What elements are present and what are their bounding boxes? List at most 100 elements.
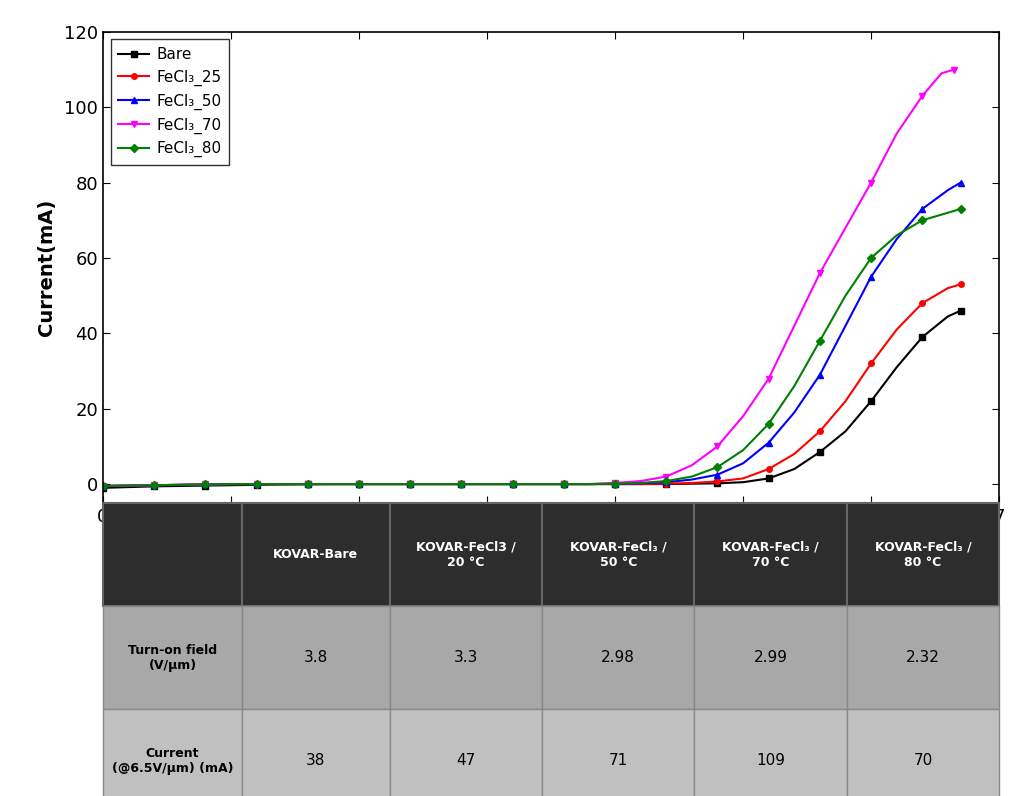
FeCl₃_25 (583, 479, 595, 489)
FeCl₃_70 (736, 412, 749, 421)
Bare (941, 311, 954, 321)
FeCl₃_80 (557, 479, 570, 489)
FeCl₃_80 (225, 479, 237, 489)
FeCl₃_80 (634, 478, 647, 488)
Bare (712, 478, 724, 488)
FeCl₃_80 (97, 482, 109, 491)
FeCl₃_80 (404, 479, 416, 489)
Bare (481, 479, 493, 489)
FeCl₃_25 (174, 480, 186, 490)
Bare (609, 479, 621, 489)
FeCl₃_50 (199, 480, 211, 490)
FeCl₃_50 (276, 479, 288, 489)
FeCl₃_80 (583, 479, 595, 489)
FeCl₃_50 (839, 321, 852, 330)
FeCl₃_70 (353, 479, 366, 489)
FeCl₃_70 (935, 68, 948, 78)
Bare (174, 482, 186, 491)
FeCl₃_50 (865, 272, 878, 282)
Bare (123, 482, 135, 492)
FeCl₃_80 (955, 205, 967, 214)
Bare (634, 479, 647, 489)
FeCl₃_25 (955, 279, 967, 289)
FeCl₃_80 (481, 479, 493, 489)
FeCl₃_25 (660, 479, 673, 489)
FeCl₃_70 (583, 479, 595, 489)
Bare (762, 474, 775, 483)
Bare (839, 427, 852, 436)
FeCl₃_25 (430, 479, 442, 489)
Bare (404, 479, 416, 489)
FeCl₃_80 (353, 479, 366, 489)
FeCl₃_80 (199, 480, 211, 490)
FeCl₃_80 (455, 479, 468, 489)
FeCl₃_50 (507, 479, 519, 489)
FeCl₃_80 (250, 479, 263, 489)
FeCl₃_50 (148, 481, 161, 490)
Bare (916, 332, 928, 341)
FeCl₃_50 (250, 479, 263, 489)
Legend: Bare, FeCl₃_25, FeCl₃_50, FeCl₃_70, FeCl₃_80: Bare, FeCl₃_25, FeCl₃_50, FeCl₃_70, FeCl… (110, 40, 230, 165)
FeCl₃_80 (865, 253, 878, 263)
FeCl₃_50 (609, 479, 621, 489)
FeCl₃_50 (174, 480, 186, 490)
FeCl₃_70 (276, 479, 288, 489)
FeCl₃_50 (686, 474, 698, 484)
FeCl₃_25 (609, 479, 621, 489)
FeCl₃_50 (97, 482, 109, 491)
FeCl₃_25 (891, 325, 903, 334)
FeCl₃_25 (353, 479, 366, 489)
FeCl₃_25 (148, 481, 161, 490)
FeCl₃_70 (686, 460, 698, 470)
FeCl₃_50 (916, 205, 928, 214)
FeCl₃_70 (788, 321, 800, 330)
FeCl₃_80 (533, 479, 545, 489)
Bare (250, 480, 263, 490)
FeCl₃_70 (609, 478, 621, 488)
FeCl₃_70 (839, 223, 852, 232)
FeCl₃_25 (378, 479, 390, 489)
FeCl₃_70 (430, 479, 442, 489)
FeCl₃_80 (788, 381, 800, 391)
FeCl₃_50 (481, 479, 493, 489)
FeCl₃_70 (507, 479, 519, 489)
FeCl₃_80 (686, 472, 698, 482)
Bare (891, 362, 903, 372)
Bare (455, 479, 468, 489)
FeCl₃_50 (123, 481, 135, 490)
Bare (736, 478, 749, 487)
Bare (378, 479, 390, 489)
FeCl₃_25 (865, 359, 878, 369)
FeCl₃_80 (839, 291, 852, 300)
FeCl₃_50 (814, 370, 826, 380)
FeCl₃_50 (430, 479, 442, 489)
Bare (276, 480, 288, 490)
FeCl₃_80 (123, 481, 135, 490)
FeCl₃_80 (148, 481, 161, 490)
FeCl₃_80 (507, 479, 519, 489)
FeCl₃_50 (891, 234, 903, 244)
FeCl₃_80 (660, 476, 673, 486)
FeCl₃_70 (712, 442, 724, 451)
Bare (430, 479, 442, 489)
Line: FeCl₃_50: FeCl₃_50 (100, 180, 963, 489)
Bare (955, 306, 967, 315)
FeCl₃_25 (839, 396, 852, 406)
Bare (328, 479, 340, 489)
FeCl₃_50 (762, 438, 775, 447)
FeCl₃_70 (302, 479, 314, 489)
Bare (199, 481, 211, 490)
FeCl₃_25 (328, 479, 340, 489)
Bare (302, 479, 314, 489)
FeCl₃_70 (916, 91, 928, 100)
Bare (557, 479, 570, 489)
FeCl₃_70 (378, 479, 390, 489)
FeCl₃_70 (328, 479, 340, 489)
FeCl₃_25 (814, 427, 826, 436)
FeCl₃_50 (328, 479, 340, 489)
FeCl₃_25 (788, 449, 800, 458)
Bare (660, 479, 673, 489)
Bare (865, 396, 878, 406)
FeCl₃_50 (583, 479, 595, 489)
FeCl₃_80 (174, 480, 186, 490)
